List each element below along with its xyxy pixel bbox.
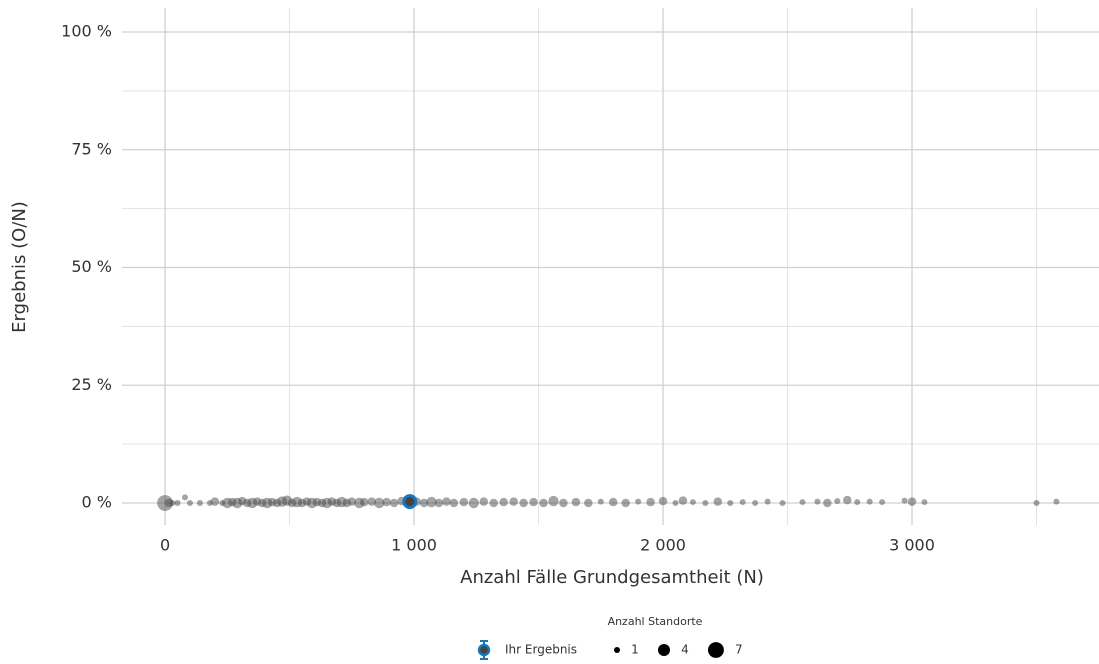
legend-size-marker: [614, 647, 620, 653]
point: [879, 499, 886, 506]
point: [689, 499, 696, 506]
point: [367, 497, 376, 506]
legend-size-marker: [658, 644, 670, 656]
point: [499, 497, 508, 507]
point: [866, 498, 873, 505]
point: [901, 497, 908, 504]
point: [834, 498, 841, 505]
point: [186, 500, 193, 507]
point: [449, 498, 459, 508]
point: [799, 499, 806, 506]
point: [672, 500, 679, 507]
point: [539, 498, 548, 508]
point: [814, 498, 821, 505]
point: [529, 497, 538, 507]
point: [621, 498, 630, 508]
point: [489, 498, 498, 508]
y-tick-label: 75 %: [71, 139, 112, 158]
point: [196, 500, 203, 507]
point: [646, 497, 655, 507]
y-tick-label: 25 %: [71, 375, 112, 394]
point: [1053, 498, 1060, 505]
point: [678, 496, 688, 505]
point: [509, 497, 518, 506]
point: [702, 500, 709, 507]
point: [360, 497, 369, 507]
point: [169, 500, 176, 507]
point: [519, 498, 528, 508]
point: [739, 499, 746, 506]
y-tick-label: 50 %: [71, 257, 112, 276]
point: [374, 497, 385, 509]
legend-title: Anzahl Standorte: [608, 615, 703, 628]
x-tick-label: 1 000: [391, 536, 437, 555]
legend-marker: [477, 643, 491, 657]
point: [608, 497, 618, 507]
point: [559, 498, 568, 508]
point: [752, 500, 759, 507]
x-tick-label: 0: [160, 536, 170, 555]
point: [442, 497, 451, 506]
point: [389, 498, 399, 508]
point: [174, 500, 181, 507]
point: [854, 499, 861, 506]
point: [907, 497, 917, 506]
point: [584, 498, 593, 508]
legend-size-marker: [708, 642, 724, 658]
point: [479, 497, 489, 506]
y-tick-label: 0 %: [82, 493, 112, 512]
x-tick-label: 3 000: [889, 536, 935, 555]
point: [434, 498, 444, 508]
point: [635, 498, 642, 505]
point: [1033, 500, 1040, 507]
point: [419, 498, 429, 508]
y-axis-label: Ergebnis (O/N): [9, 201, 30, 333]
point: [382, 497, 391, 507]
legend-label: 7: [735, 643, 743, 657]
point: [658, 496, 668, 506]
highlight-point: [402, 494, 418, 510]
legend-label: 1: [631, 643, 639, 657]
point: [597, 498, 604, 505]
point: [548, 495, 559, 507]
point: [823, 498, 832, 508]
point: [347, 497, 357, 506]
point: [727, 500, 734, 507]
point: [459, 497, 469, 507]
x-tick-label: 2 000: [640, 536, 686, 555]
point: [181, 494, 188, 501]
point: [426, 496, 437, 508]
legend-label: 4: [681, 643, 689, 657]
point: [210, 497, 220, 506]
legend-label: Ihr Ergebnis: [505, 643, 577, 657]
point: [779, 500, 786, 507]
point: [713, 497, 723, 506]
point: [468, 497, 480, 509]
x-axis-label: Anzahl Fälle Grundgesamtheit (N): [460, 567, 764, 588]
point: [921, 499, 928, 506]
y-tick-label: 100 %: [61, 22, 112, 41]
point: [764, 498, 771, 505]
point: [571, 497, 581, 507]
point: [843, 495, 852, 505]
